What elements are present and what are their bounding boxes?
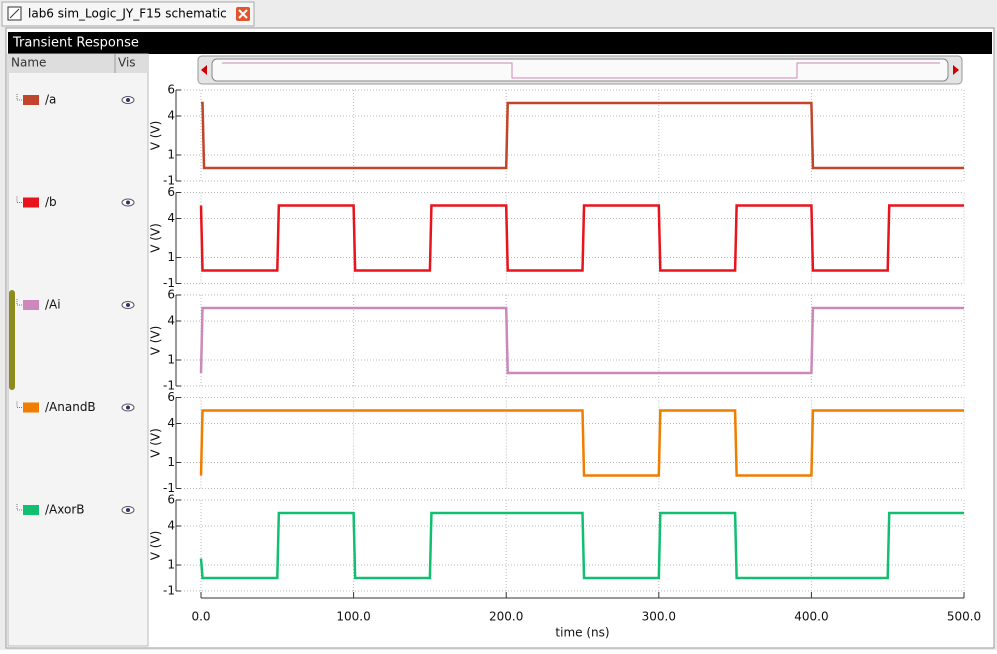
eye-pupil (126, 405, 130, 410)
y-axis-label: V (V) (149, 121, 163, 151)
y-tick-label: 1 (167, 148, 175, 162)
title-bar (8, 32, 992, 54)
list-scrollbar[interactable] (9, 290, 15, 390)
tab[interactable] (1, 1, 255, 27)
window-title: Transient Response (12, 36, 139, 51)
tree-branch (16, 299, 22, 306)
legend-label: /AnandB (45, 400, 96, 414)
waveform (201, 101, 964, 170)
y-tick-label: -1 (163, 379, 175, 393)
x-tick-label: 300.0 (642, 610, 676, 624)
y-tick-label: 1 (167, 455, 175, 469)
y-axis-label: V (V) (149, 223, 163, 253)
y-tick-label: 4 (167, 519, 175, 533)
y-tick-label: 4 (167, 314, 175, 328)
legend-swatch (23, 505, 39, 515)
legend-swatch (23, 95, 39, 105)
header-name: Name (11, 56, 46, 70)
close-icon (238, 9, 248, 19)
eye-pupil (126, 303, 130, 307)
y-tick-label: 6 (167, 288, 175, 302)
legend-label: /b (45, 195, 57, 209)
y-tick-label: 6 (167, 493, 175, 507)
y-axis-label: V (V) (149, 428, 163, 458)
y-tick-label: 4 (167, 109, 175, 123)
eye-pupil (126, 98, 130, 102)
y-axis-label: V (V) (149, 531, 163, 561)
signal-list (7, 53, 149, 647)
legend-label: /Ai (45, 298, 61, 312)
panel (5, 27, 995, 649)
y-tick-label: -1 (163, 481, 175, 495)
y-tick-label: -1 (163, 276, 175, 290)
x-tick-label: 500.0 (947, 610, 981, 624)
y-tick-label: 6 (167, 185, 175, 199)
tree-branch (16, 196, 22, 203)
x-tick-label: 400.0 (794, 610, 828, 624)
tree-branch (16, 504, 22, 511)
eye-pupil (126, 200, 130, 205)
x-axis-label: time (ns) (555, 626, 609, 640)
y-tick-label: -1 (163, 174, 175, 188)
legend-swatch (23, 402, 39, 413)
waveform (199, 306, 964, 375)
y-tick-label: 6 (167, 83, 175, 97)
y-axis-label: V (V) (149, 326, 163, 356)
waveform (199, 409, 964, 477)
tree-branch (16, 94, 22, 101)
y-tick-label: 1 (167, 558, 175, 572)
y-tick-label: 1 (167, 250, 175, 264)
tree-branch (16, 401, 22, 408)
zoom-left[interactable] (201, 65, 207, 75)
waveform (199, 511, 964, 580)
list-header (8, 54, 148, 73)
legend-label: /a (45, 93, 56, 107)
zoom-right[interactable] (953, 65, 959, 75)
tab-title: lab6 sim_Logic_JY_F15 schematic (28, 7, 227, 21)
y-tick-label: 6 (167, 390, 175, 404)
legend-swatch (23, 300, 39, 310)
legend-swatch (23, 197, 39, 208)
x-tick-label: 0.0 (191, 610, 210, 624)
x-tick-label: 100.0 (336, 610, 370, 624)
y-tick-label: 4 (167, 416, 175, 430)
y-tick-label: -1 (163, 584, 175, 598)
header-vis: Vis (118, 56, 136, 70)
zoom-preview (222, 62, 940, 79)
tab-icon-line (9, 8, 20, 19)
x-tick-label: 200.0 (489, 610, 523, 624)
waveform (199, 204, 964, 272)
y-tick-label: 1 (167, 353, 175, 367)
legend-label: /AxorB (45, 503, 85, 517)
zoom-thumb[interactable] (211, 58, 949, 82)
eye-pupil (126, 508, 130, 512)
y-tick-label: 4 (167, 211, 175, 225)
